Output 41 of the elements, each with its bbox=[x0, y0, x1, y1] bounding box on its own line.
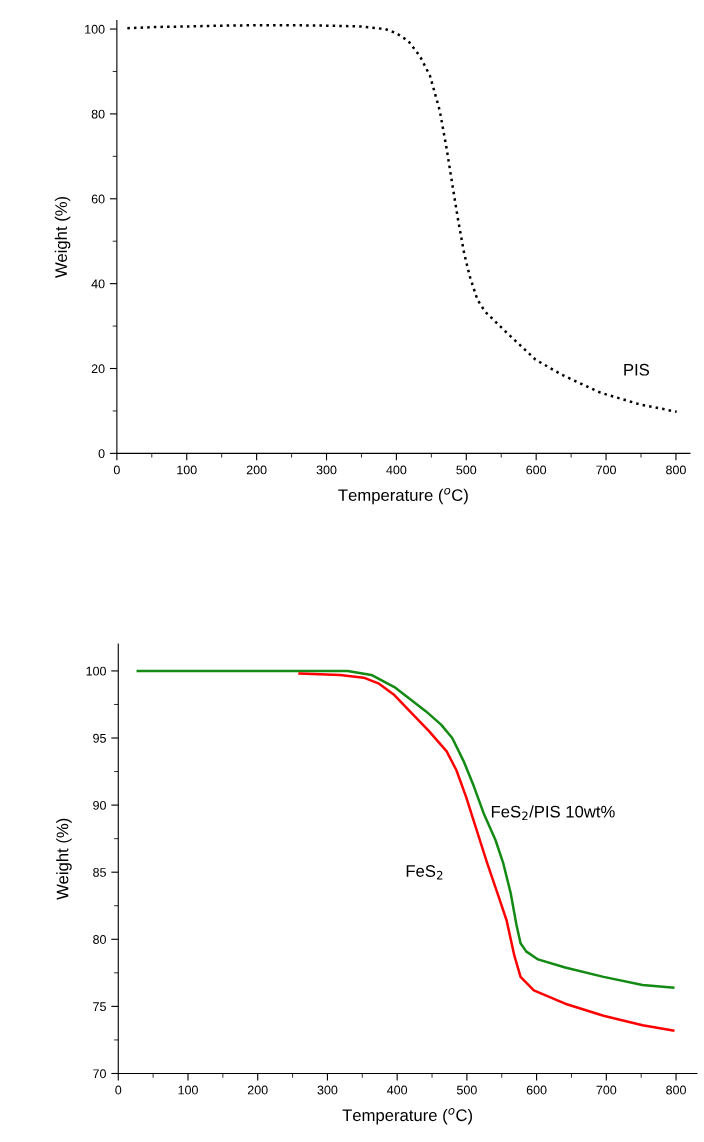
y-tick-label: 80 bbox=[91, 109, 105, 119]
y-tick-label: 40 bbox=[91, 279, 105, 289]
annotation: FeS$_{2}$ bbox=[406, 865, 443, 880]
x-tick-label: 200 bbox=[246, 465, 267, 475]
x-tick-label: 200 bbox=[247, 1085, 268, 1095]
x-tick-label: 300 bbox=[316, 465, 337, 475]
y-tick-label: 60 bbox=[91, 194, 105, 204]
x-tick-label: 700 bbox=[596, 465, 616, 475]
x-tick-label: 100 bbox=[178, 1085, 198, 1095]
y-tick-label: 100 bbox=[86, 666, 106, 676]
x-tick-label: 600 bbox=[526, 1085, 547, 1095]
x-axis-title: Temperature ($^{o}$C) bbox=[338, 487, 468, 505]
y-tick-label: 85 bbox=[93, 868, 106, 877]
x-tick-label: 100 bbox=[177, 465, 197, 475]
y-tick-label: 75 bbox=[93, 1002, 106, 1012]
y-tick-label: 0 bbox=[98, 449, 105, 459]
x-axis-title: Temperature ($^{o}$C) bbox=[342, 1108, 473, 1125]
line-series bbox=[126, 23, 678, 414]
x-tick-label: 800 bbox=[666, 1085, 686, 1095]
annotation: PIS bbox=[624, 363, 650, 376]
x-tick-label: 500 bbox=[456, 465, 477, 475]
y-tick-label: 80 bbox=[93, 935, 106, 944]
annotation: FeS$_{2}$/PIS 10wt% bbox=[491, 805, 615, 821]
x-tick-label: 300 bbox=[317, 1085, 338, 1095]
x-tick-label: 0 bbox=[115, 1085, 122, 1095]
x-tick-label: 500 bbox=[456, 1085, 477, 1095]
x-tick-label: 400 bbox=[386, 465, 407, 475]
x-tick-label: 0 bbox=[113, 465, 120, 475]
y-tick-label: 95 bbox=[93, 733, 106, 743]
x-tick-label: 400 bbox=[387, 1085, 408, 1095]
x-tick-label: 700 bbox=[596, 1085, 617, 1095]
y-axis-title: Weight (%) bbox=[54, 196, 71, 278]
x-tick-label: 800 bbox=[666, 465, 686, 475]
x-tick-label: 600 bbox=[526, 465, 547, 475]
y-tick-label: 70 bbox=[93, 1069, 106, 1079]
line-series bbox=[298, 672, 675, 1032]
y-tick-label: 90 bbox=[93, 800, 106, 810]
line-series bbox=[136, 669, 675, 989]
y-axis-title: Weight (%) bbox=[56, 818, 72, 900]
y-tick-label: 100 bbox=[85, 24, 105, 34]
y-tick-label: 20 bbox=[91, 364, 105, 374]
